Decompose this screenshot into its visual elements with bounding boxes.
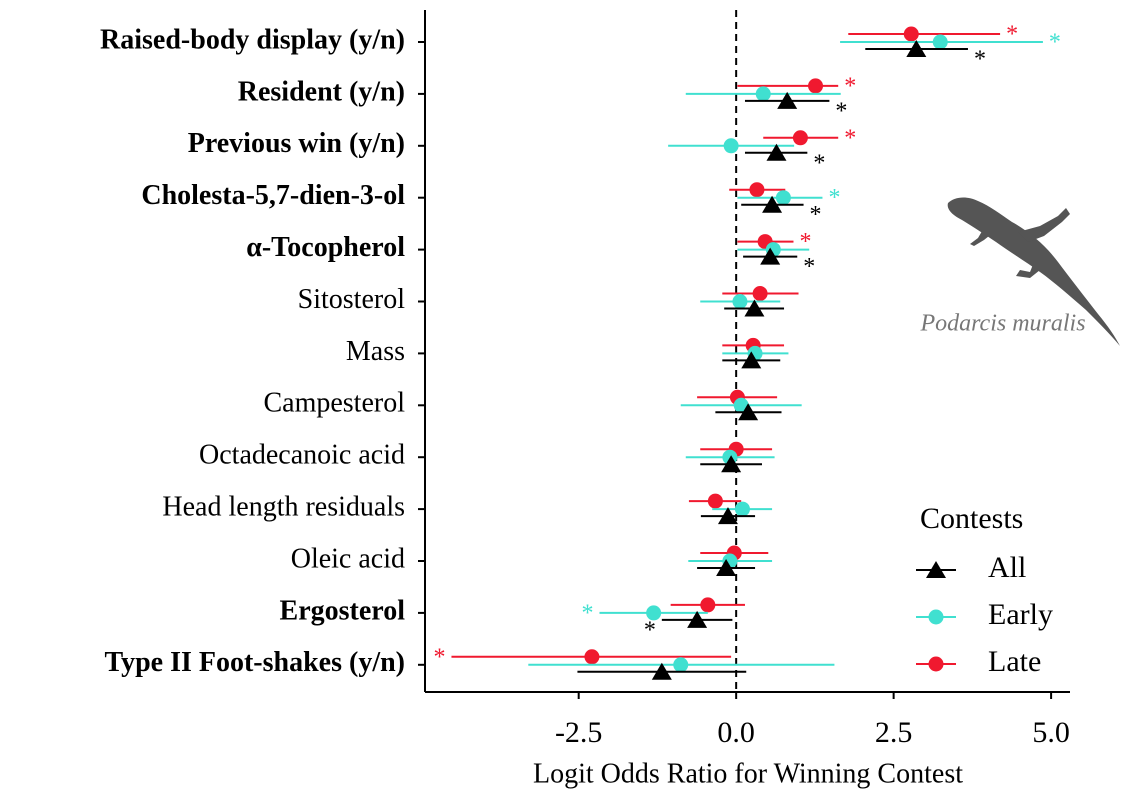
- point: [749, 182, 765, 198]
- y-tick-label: Oleic acid: [291, 543, 405, 574]
- x-axis-label: Logit Odds Ratio for Winning Contest: [533, 758, 963, 789]
- point: [717, 507, 738, 525]
- y-tick-label: Head length residuals: [162, 492, 405, 523]
- point: [734, 501, 750, 517]
- point: [755, 86, 771, 102]
- significance-marker: *: [844, 73, 856, 99]
- point: [716, 559, 737, 576]
- point: [752, 286, 768, 301]
- y-tick-label: Previous win (y/n): [188, 128, 405, 159]
- point: [932, 34, 948, 50]
- significance-marker: *: [799, 229, 811, 255]
- y-tick-label: Type II Foot-shakes (y/n): [104, 647, 405, 678]
- point: [646, 605, 662, 621]
- lizard-silhouette: [947, 197, 1120, 346]
- point: [741, 351, 762, 369]
- legend-label: All: [988, 551, 1026, 584]
- point: [738, 403, 759, 421]
- point: [673, 657, 689, 673]
- significance-marker: *: [644, 617, 656, 643]
- significance-marker: *: [974, 47, 986, 73]
- legend-label: Late: [988, 645, 1041, 678]
- significance-marker: *: [581, 600, 593, 626]
- point: [906, 40, 927, 57]
- image-caption: Podarcis muralis: [919, 311, 1085, 337]
- point: [651, 662, 672, 680]
- significance-marker: *: [1049, 30, 1061, 56]
- point: [808, 78, 824, 94]
- significance-marker: *: [813, 150, 825, 176]
- point: [792, 130, 808, 146]
- y-tick-label: Sitosterol: [298, 284, 406, 315]
- point: [687, 610, 708, 628]
- point: [760, 247, 781, 265]
- point: [762, 195, 783, 213]
- y-tick-label: Mass: [346, 336, 405, 367]
- y-tick-label: Cholesta-5,7-dien-3-ol: [141, 180, 405, 211]
- x-tick-label: 0.0: [717, 716, 755, 749]
- point: [584, 649, 600, 665]
- x-tick-label: 5.0: [1032, 716, 1070, 749]
- point: [707, 493, 723, 509]
- legend-marker: [928, 609, 944, 625]
- legend-title: Contests: [920, 502, 1023, 535]
- legend-marker: [926, 561, 946, 578]
- point: [777, 91, 798, 109]
- y-tick-label: Raised-body display (y/n): [100, 24, 405, 55]
- significance-marker: *: [810, 202, 822, 228]
- significance-marker: *: [835, 98, 847, 124]
- point: [775, 190, 791, 206]
- x-tick-label: -2.5: [555, 716, 603, 749]
- x-tick-label: 2.5: [875, 716, 913, 749]
- point: [721, 455, 742, 473]
- y-tick-label: Campesterol: [263, 388, 405, 419]
- significance-marker: *: [1006, 22, 1018, 48]
- point: [723, 138, 739, 154]
- significance-marker: *: [828, 185, 840, 211]
- y-tick-label: Octadecanoic acid: [199, 440, 405, 471]
- significance-marker: *: [433, 644, 445, 670]
- significance-marker: *: [803, 254, 815, 280]
- y-tick-label: α-Tocopherol: [246, 232, 405, 263]
- point: [766, 143, 787, 161]
- point: [744, 299, 765, 317]
- point: [732, 294, 748, 309]
- y-tick-label: Resident (y/n): [238, 76, 405, 107]
- point: [903, 26, 919, 42]
- legend-label: Early: [988, 598, 1053, 631]
- legend-marker: [928, 656, 944, 672]
- point: [700, 597, 716, 613]
- significance-marker: *: [844, 125, 856, 151]
- y-tick-label: Ergosterol: [280, 595, 406, 626]
